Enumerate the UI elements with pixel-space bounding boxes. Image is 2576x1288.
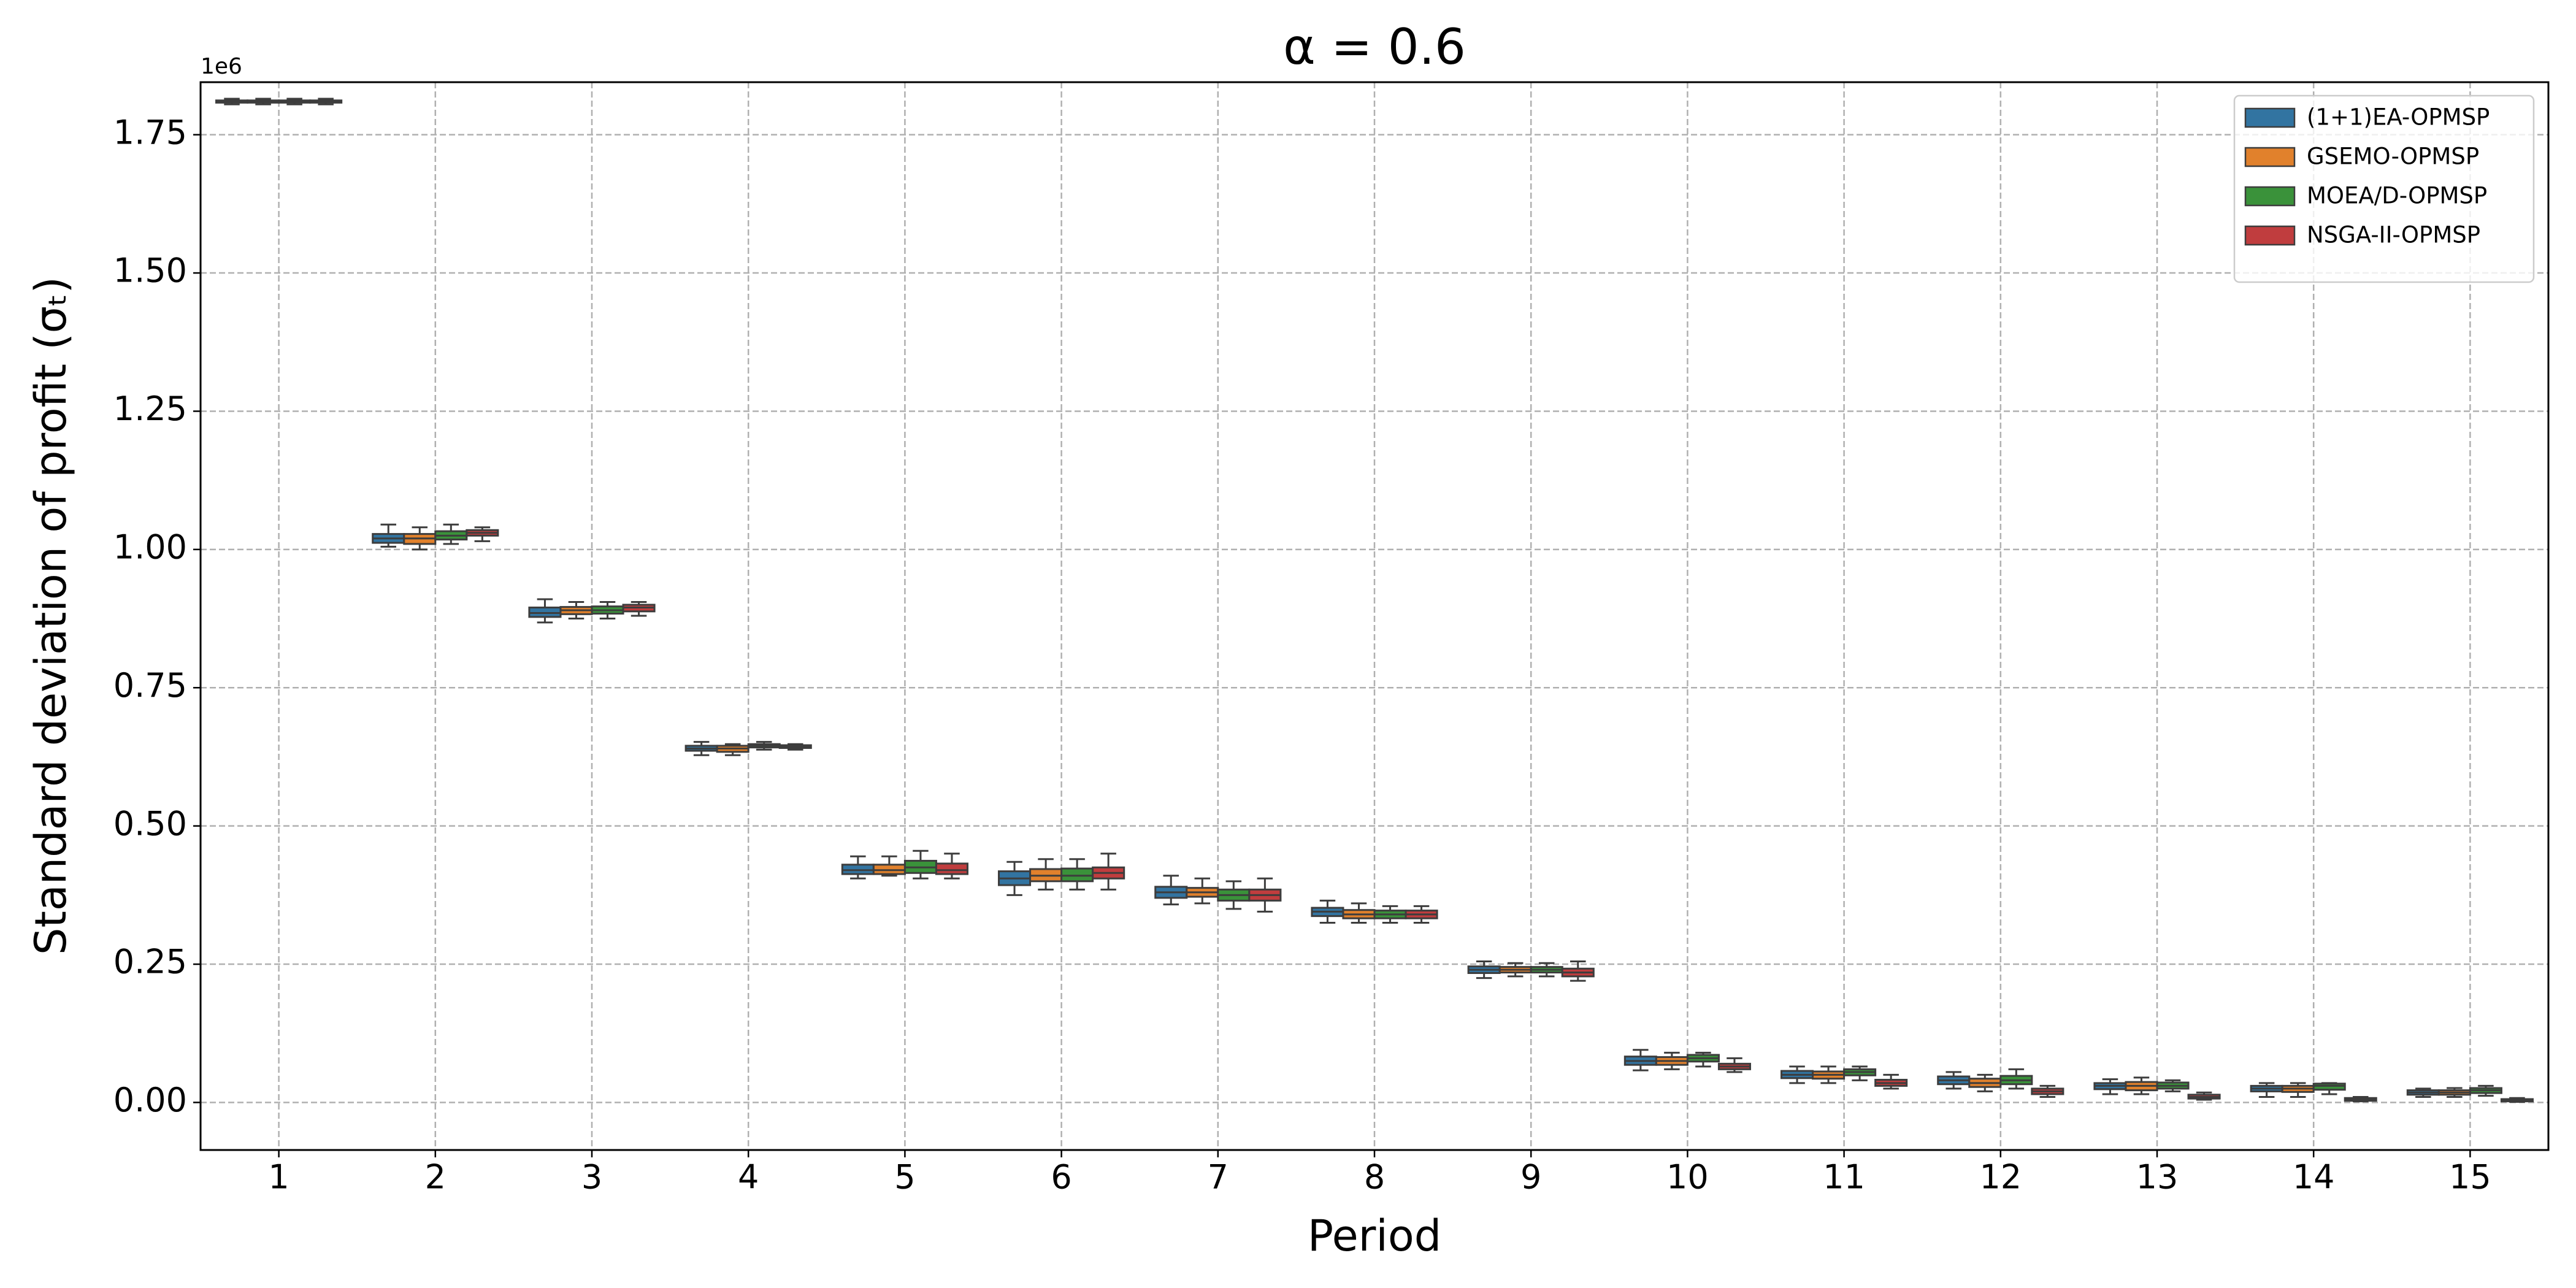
y-tick-label: 0.25 bbox=[113, 943, 187, 981]
legend-swatch bbox=[2244, 147, 2296, 167]
x-tick-label: 5 bbox=[894, 1158, 915, 1197]
y-tick-label: 0.50 bbox=[113, 804, 187, 843]
legend-label: (1+1)EA-OPMSP bbox=[2307, 104, 2490, 131]
y-tick-label: 1.75 bbox=[113, 113, 187, 151]
y-tick-label: 1.00 bbox=[113, 527, 187, 566]
legend-swatch bbox=[2244, 107, 2296, 128]
x-tick-label: 12 bbox=[1979, 1158, 2022, 1197]
legend-label: GSEMO-OPMSP bbox=[2307, 144, 2479, 170]
x-tick-label: 1 bbox=[268, 1158, 289, 1197]
x-tick-label: 3 bbox=[581, 1158, 602, 1197]
x-tick-label: 11 bbox=[1823, 1158, 1865, 1197]
legend-swatch bbox=[2244, 225, 2296, 246]
x-tick-label: 14 bbox=[2293, 1158, 2335, 1197]
box bbox=[935, 862, 968, 875]
x-tick-label: 9 bbox=[1520, 1158, 1541, 1197]
y-tick-label: 1.50 bbox=[113, 251, 187, 290]
axes-frame bbox=[199, 81, 2550, 1151]
x-tick-label: 4 bbox=[738, 1158, 759, 1197]
x-tick-label: 8 bbox=[1364, 1158, 1385, 1197]
x-tick-label: 7 bbox=[1208, 1158, 1229, 1197]
y-tick-label: 1.25 bbox=[113, 389, 187, 428]
y-tick-label: 0.75 bbox=[113, 666, 187, 705]
legend-swatch bbox=[2244, 186, 2296, 207]
x-tick-label: 6 bbox=[1051, 1158, 1071, 1197]
x-tick-label: 10 bbox=[1666, 1158, 1709, 1197]
x-tick-label: 15 bbox=[2449, 1158, 2491, 1197]
x-tick-label: 2 bbox=[425, 1158, 446, 1197]
y-axis-label: Standard deviation of profit (σₜ) bbox=[26, 277, 76, 955]
legend-label: NSGA-II-OPMSP bbox=[2307, 222, 2480, 248]
chart-title: α = 0.6 bbox=[1283, 18, 1466, 75]
y-tick-label: 0.00 bbox=[113, 1081, 187, 1119]
legend-label: MOEA/D-OPMSP bbox=[2307, 183, 2487, 209]
y-offset-text: 1e6 bbox=[201, 54, 242, 79]
legend-frame bbox=[2233, 94, 2535, 283]
x-tick-label: 13 bbox=[2136, 1158, 2179, 1197]
x-axis-label: Period bbox=[1308, 1211, 1441, 1261]
